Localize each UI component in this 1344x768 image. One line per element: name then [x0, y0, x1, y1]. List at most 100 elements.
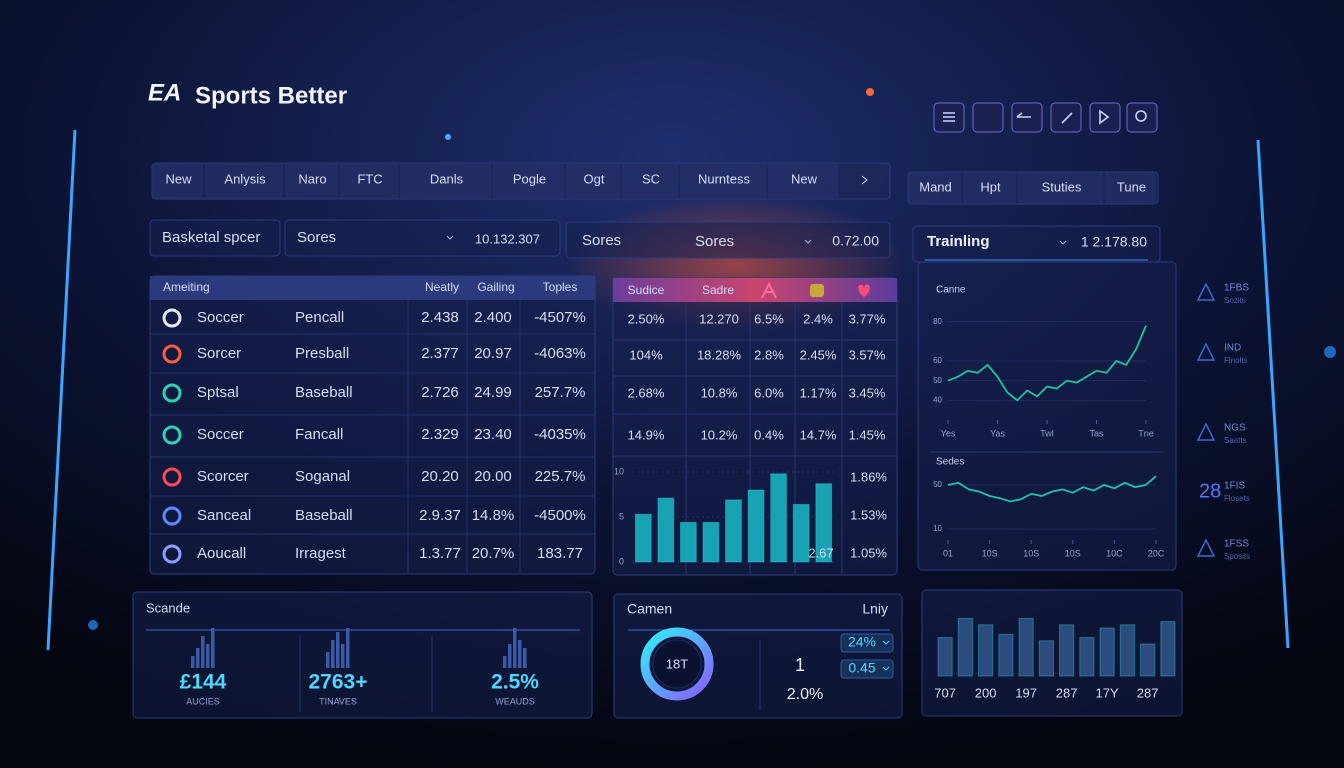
search-button[interactable] [1126, 102, 1158, 133]
odds-value: 2.9.37 [419, 507, 461, 524]
sidebar-sub: Sposits [1224, 552, 1250, 561]
table-header [150, 276, 595, 300]
expand-button[interactable] [1050, 102, 1082, 133]
filter-label: Basketal spcer [162, 229, 260, 246]
team-name: Baseball [295, 384, 353, 401]
sidebar-icon [1196, 282, 1216, 301]
x-tick-label: 10S [1065, 548, 1081, 558]
next-arrow[interactable] [861, 175, 868, 185]
neon-line [46, 129, 77, 651]
odds-value: 2.68% [628, 385, 665, 400]
odds-value: 3.45% [849, 385, 886, 400]
nav-tab[interactable] [1018, 172, 1103, 204]
x-tick-label: 01 [943, 548, 953, 558]
content: New Anlysis Naro FTC Danls Pogle Ogt SC Nurntess… [132, 162, 1250, 719]
badge [840, 659, 894, 679]
team-name: Fancall [295, 426, 343, 443]
nav-tab-label: Naro [298, 171, 326, 186]
spark-bar [341, 644, 345, 668]
nav-tab[interactable] [400, 163, 491, 199]
x-tick-label: Yes [941, 428, 956, 438]
odds-value: -4063% [534, 345, 586, 362]
spark-bar [346, 628, 350, 668]
chevron[interactable] [804, 239, 812, 244]
odds-value: 2.8% [754, 347, 784, 362]
odds-value: 14.8% [472, 507, 515, 524]
y-tick-label: 50 [933, 376, 942, 385]
nav-tab[interactable] [285, 163, 338, 199]
odds-value: -4507% [534, 309, 586, 326]
nav-tab[interactable] [1105, 172, 1156, 204]
odds-value: 20.00 [474, 468, 512, 485]
nav-tab[interactable] [566, 163, 620, 199]
sidebar-sub: Saatts [1224, 436, 1247, 445]
column-header: Toples [543, 280, 578, 294]
header-icon [810, 284, 824, 297]
y-tick-label: 50 [933, 480, 942, 489]
nav-tab[interactable] [680, 163, 766, 199]
bar [1140, 643, 1156, 677]
team-name: Sptsal [197, 384, 239, 401]
nav-tab[interactable] [963, 172, 1016, 204]
nav-tab[interactable] [205, 163, 283, 199]
y-tick-label: 0 [619, 556, 624, 566]
nav-tab[interactable] [340, 163, 398, 199]
odds-value: 2.50% [628, 311, 665, 326]
spark-bar [211, 628, 215, 668]
nav-tab[interactable] [493, 163, 564, 199]
side-value: 1.53% [850, 507, 887, 522]
nav-tab[interactable] [622, 163, 678, 199]
nav-tab-label: New [791, 171, 818, 186]
bar [1160, 621, 1176, 677]
nav-tab[interactable] [152, 163, 203, 199]
column-header: Sudice [628, 283, 665, 297]
panel-title: Camen [627, 601, 672, 617]
x-tick-label: Tne [1138, 428, 1154, 438]
stat-label: TINAVES [319, 696, 357, 706]
profile-button[interactable] [972, 102, 1004, 133]
x-tick-label: 17Y [1096, 685, 1119, 700]
column-header: Ameiting [163, 280, 210, 294]
spark-bar [326, 652, 330, 668]
x-tick-label: Tas [1089, 428, 1104, 438]
stat-value: 2763+ [309, 671, 368, 694]
x-tick-label: Yas [990, 428, 1005, 438]
sidebar-sub: Sozits [1224, 296, 1246, 305]
sidebar-icon [1196, 538, 1216, 557]
team-name: Aoucall [197, 545, 246, 562]
donut-label: 18T [666, 656, 688, 671]
bar [747, 489, 765, 563]
odds-value: 10.8% [701, 385, 738, 400]
odds-value: 18.28% [697, 347, 742, 362]
x-tick-label: 200 [975, 685, 997, 700]
nav-tab[interactable] [768, 163, 838, 199]
x-tick-label: 10C [1106, 548, 1123, 558]
donut-ring [640, 627, 714, 701]
chevron[interactable] [1059, 240, 1067, 245]
team-name: Irragest [295, 545, 347, 562]
column-header: Sadre [702, 283, 734, 297]
filter-select: Sores [695, 233, 734, 250]
odds-value: 20.20 [421, 468, 459, 485]
bar [1099, 627, 1115, 677]
odds-value: 2.4% [803, 311, 833, 326]
team-name: Soccer [197, 309, 244, 326]
stat-label: AUCIES [186, 696, 220, 706]
team-name: Pencall [295, 309, 344, 326]
sidebar-icon [1196, 342, 1216, 361]
spark-bar [336, 632, 340, 668]
filter-box [284, 219, 561, 257]
badge-value: 24% [848, 634, 876, 650]
chevron[interactable] [446, 235, 454, 240]
search-icon [1135, 110, 1147, 122]
nav-tab-label: Pogle [513, 171, 546, 186]
nav-tab-label: New [165, 171, 192, 186]
spark [866, 88, 874, 96]
filter-select: Sores [582, 232, 621, 249]
nav-tab[interactable] [908, 172, 961, 204]
team-icon [162, 506, 182, 526]
nav-tab-label: Tune [1117, 179, 1146, 194]
sidebar-code: 1FSS [1224, 539, 1249, 550]
play-button[interactable] [1089, 102, 1121, 133]
spark-bar [518, 640, 522, 668]
